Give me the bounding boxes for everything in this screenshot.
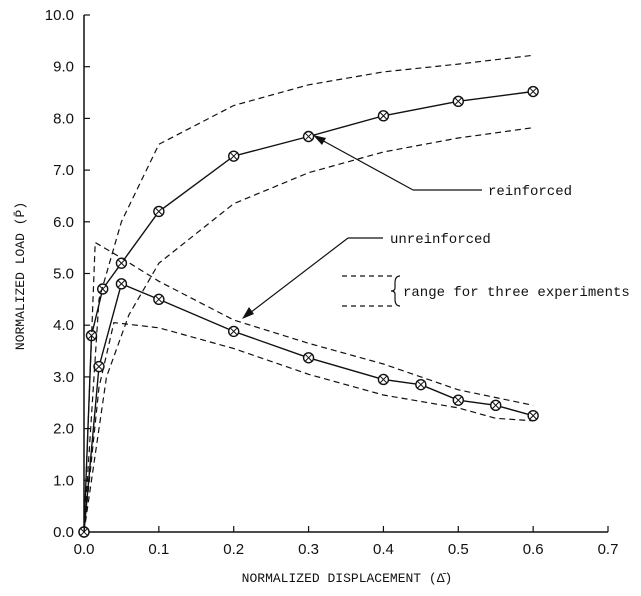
x-tick-label: 0.7 [598, 541, 619, 558]
y-tick-label: 9.0 [53, 59, 74, 76]
y-tick-label: 6.0 [53, 214, 74, 231]
unreinforced-point [527, 409, 539, 422]
y-tick-label: 7.0 [53, 162, 74, 179]
reinforced-point [153, 205, 165, 218]
unreinforced-callout-arrowhead [242, 307, 254, 319]
reinforced-label: reinforced [488, 184, 572, 200]
range-legend: range for three experiments [342, 275, 630, 307]
range-bound-line-5 [83, 321, 534, 533]
y-tick-label: 4.0 [53, 317, 74, 334]
unreinforced-label: unreinforced [390, 232, 491, 248]
unreinforced-callout: unreinforced [242, 232, 491, 319]
unreinforced-point [452, 394, 464, 406]
y-axis-title: NORMALIZED LOAD (P̄) [13, 202, 28, 350]
y-tick-label: 2.0 [53, 421, 74, 438]
range-legend-label: range for three experiments [403, 285, 630, 301]
reinforced-point [452, 95, 464, 108]
y-tick-label: 3.0 [53, 369, 74, 386]
range-legend-brace [390, 275, 401, 307]
reinforced-callout-arrowhead [313, 135, 326, 145]
y-tick-label: 1.0 [53, 472, 74, 489]
unreinforced-line [83, 282, 534, 533]
unreinforced-point [115, 278, 128, 290]
reinforced-callout: reinforced [313, 135, 572, 200]
x-tick-label: 0.4 [373, 541, 394, 558]
range-bound-line-3 [83, 127, 534, 533]
x-ticks: 0.0 0.1 0.2 0.3 0.4 0.5 0.6 0.7 [74, 526, 619, 558]
reinforced-point [97, 283, 109, 295]
range-bound-line-2 [83, 54, 534, 533]
x-axis-title: NORMALIZED DISPLACEMENT (Δ̄) [242, 571, 453, 586]
range-bound-line-4 [83, 241, 534, 533]
y-tick-label: 0.0 [53, 524, 74, 541]
reinforced-point [228, 150, 240, 162]
unreinforced-point [228, 325, 240, 338]
y-tick-label: 8.0 [53, 110, 74, 127]
reinforced-point [302, 130, 315, 143]
unreinforced-point [377, 373, 390, 386]
x-tick-label: 0.5 [448, 541, 469, 558]
reinforced-point [377, 110, 390, 122]
unreinforced-callout-leader [245, 237, 349, 317]
unreinforced-point [415, 378, 427, 391]
y-tick-label: 5.0 [53, 266, 74, 283]
y-tick-label: 10.0 [45, 7, 74, 24]
series-layer [78, 54, 539, 538]
x-tick-label: 0.3 [298, 541, 319, 558]
reinforced-line [83, 90, 534, 533]
x-tick-label: 0.0 [74, 541, 95, 558]
unreinforced-point [93, 360, 105, 373]
x-tick-label: 0.1 [148, 541, 169, 558]
unreinforced-point [490, 399, 502, 412]
x-tick-label: 0.2 [223, 541, 244, 558]
unreinforced-point [153, 293, 165, 306]
y-ticks: 0.0 1.0 2.0 3.0 4.0 5.0 6.0 7.0 8.0 9.0 10.0 [45, 7, 90, 541]
x-tick-label: 0.6 [523, 541, 544, 558]
unreinforced-point [302, 352, 315, 364]
reinforced-callout-leader [317, 137, 414, 191]
reinforced-point [527, 85, 539, 98]
